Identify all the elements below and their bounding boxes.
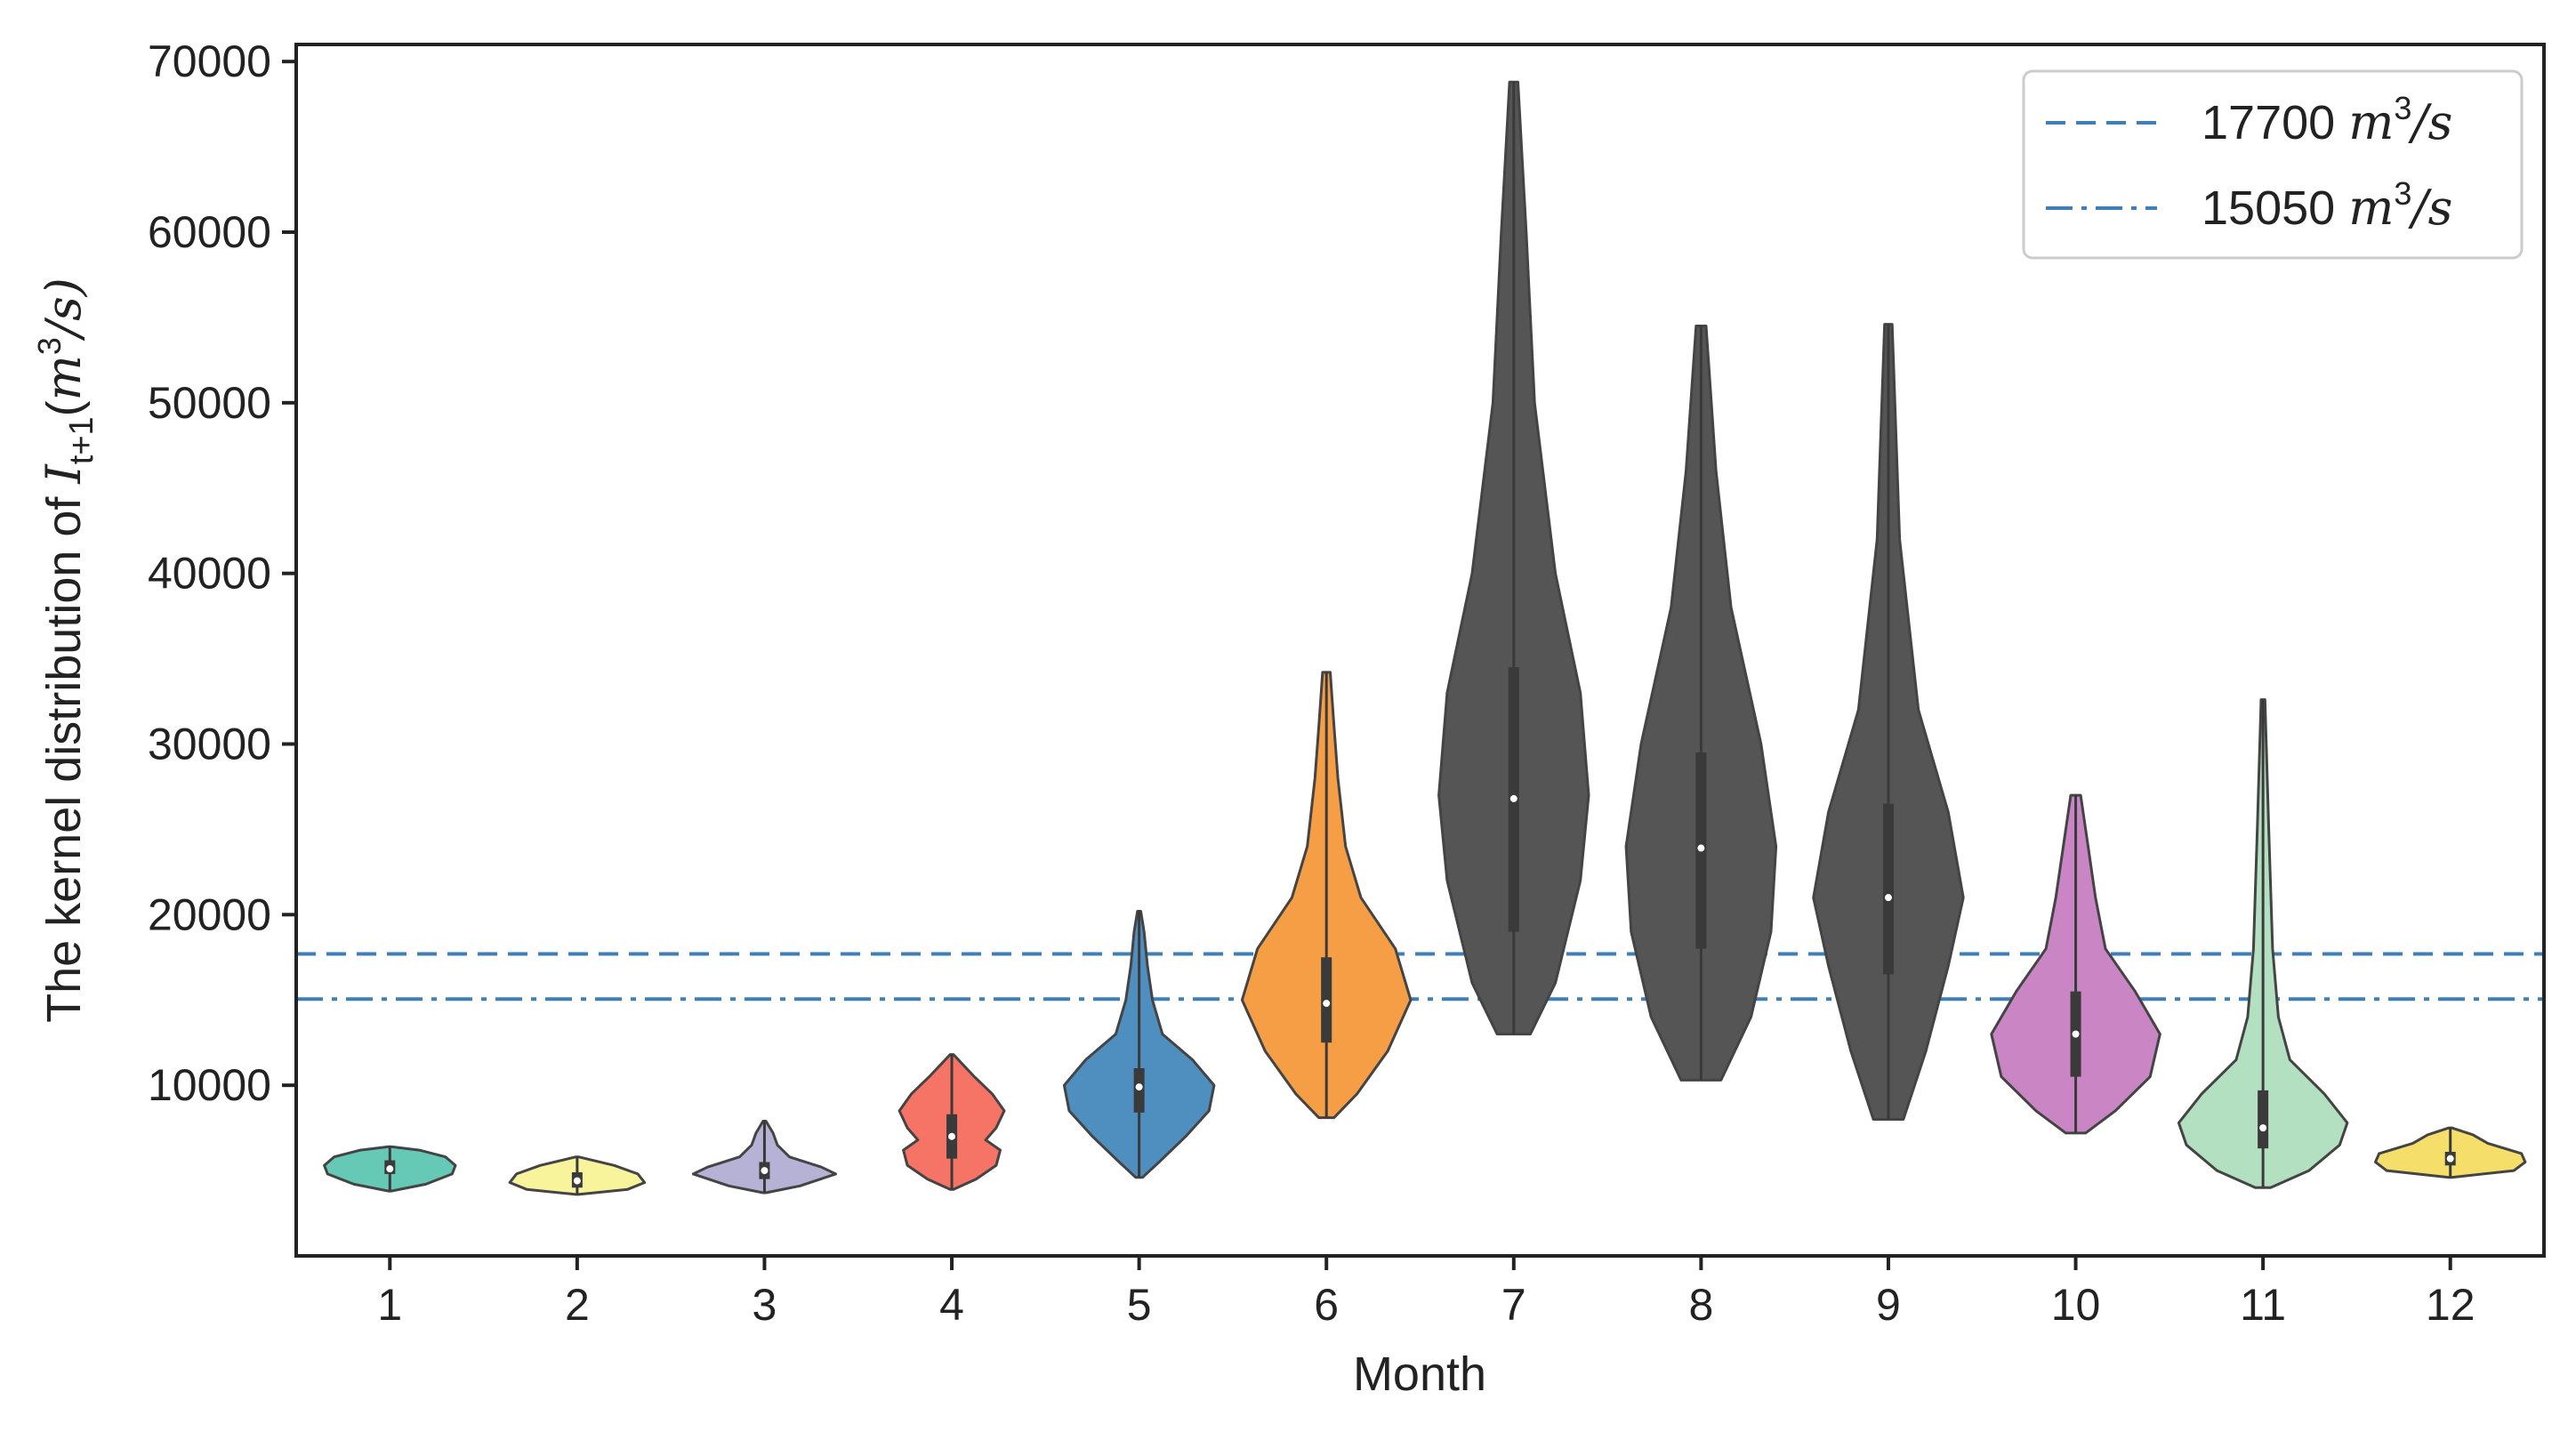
x-tick-label: 3 xyxy=(753,1280,777,1330)
violin-iqr-box xyxy=(1882,803,1894,975)
y-tick-label: 70000 xyxy=(148,36,271,86)
x-tick-label: 1 xyxy=(377,1280,402,1330)
x-tick-label: 12 xyxy=(2426,1280,2475,1330)
x-tick-label: 4 xyxy=(939,1280,964,1330)
violin-median xyxy=(1884,894,1892,902)
violin-median xyxy=(2259,1124,2267,1132)
x-axis-title: Month xyxy=(1353,1347,1486,1401)
y-axis-title: The kernel distribution of It+1(m3/s) xyxy=(31,278,101,1023)
legend-label-1: 17700 m3/s xyxy=(2202,90,2452,150)
violin-median xyxy=(2072,1030,2080,1038)
x-tick-label: 5 xyxy=(1127,1280,1152,1330)
reference-lines xyxy=(296,952,2544,1002)
plot-frame xyxy=(294,43,2546,1258)
legend: 17700 m3/s 15050 m3/s xyxy=(2022,69,2524,260)
violins-group xyxy=(323,80,2527,1196)
x-tick-label: 6 xyxy=(1314,1280,1339,1330)
y-tick-label: 30000 xyxy=(148,720,271,769)
x-tick-label: 10 xyxy=(2051,1280,2101,1330)
violin-median xyxy=(761,1167,769,1175)
x-tick-label: 8 xyxy=(1688,1280,1713,1330)
x-tick-label: 9 xyxy=(1876,1280,1901,1330)
y-tick-label: 40000 xyxy=(148,549,271,599)
y-tick-label: 10000 xyxy=(148,1060,271,1110)
violin-median xyxy=(1509,794,1517,802)
y-tick-label: 60000 xyxy=(148,207,271,257)
violin-median xyxy=(2446,1154,2454,1162)
legend-label-2: 15050 m3/s xyxy=(2202,175,2452,236)
violin-median xyxy=(1697,844,1705,852)
y-tick-label: 50000 xyxy=(148,378,271,428)
y-tick-label: 20000 xyxy=(148,889,271,939)
violin-iqr-box xyxy=(2258,1090,2269,1149)
legend-box xyxy=(2022,69,2524,260)
y-axis: 10000 20000 30000 40000 50000 60000 70000 xyxy=(148,36,296,1110)
x-axis: 1 2 3 4 5 6 7 8 9 10 11 12 xyxy=(377,1256,2475,1330)
x-tick-label: 2 xyxy=(565,1280,590,1330)
violin-median xyxy=(573,1177,581,1185)
violin-median xyxy=(948,1132,956,1140)
violin-median xyxy=(1135,1083,1143,1091)
x-tick-label: 7 xyxy=(1501,1280,1526,1330)
x-tick-label: 11 xyxy=(2240,1280,2286,1330)
violin-median xyxy=(386,1165,394,1173)
violin-median xyxy=(1323,1000,1331,1008)
